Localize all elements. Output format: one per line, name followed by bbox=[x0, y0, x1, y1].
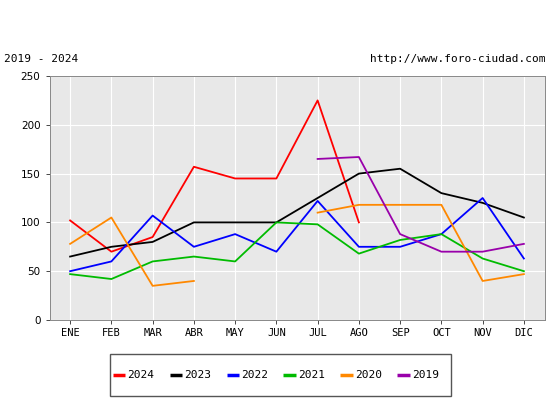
Text: 2023: 2023 bbox=[184, 370, 211, 380]
Text: 2021: 2021 bbox=[298, 370, 325, 380]
Text: http://www.foro-ciudad.com: http://www.foro-ciudad.com bbox=[370, 54, 546, 64]
Text: 2024: 2024 bbox=[128, 370, 155, 380]
Text: Evolucion Nº Turistas Extranjeros en el municipio de Santa María de la Alameda: Evolucion Nº Turistas Extranjeros en el … bbox=[39, 16, 511, 30]
Text: 2022: 2022 bbox=[241, 370, 268, 380]
Text: 2020: 2020 bbox=[355, 370, 382, 380]
Text: 2019 - 2024: 2019 - 2024 bbox=[4, 54, 79, 64]
Text: 2019: 2019 bbox=[412, 370, 439, 380]
